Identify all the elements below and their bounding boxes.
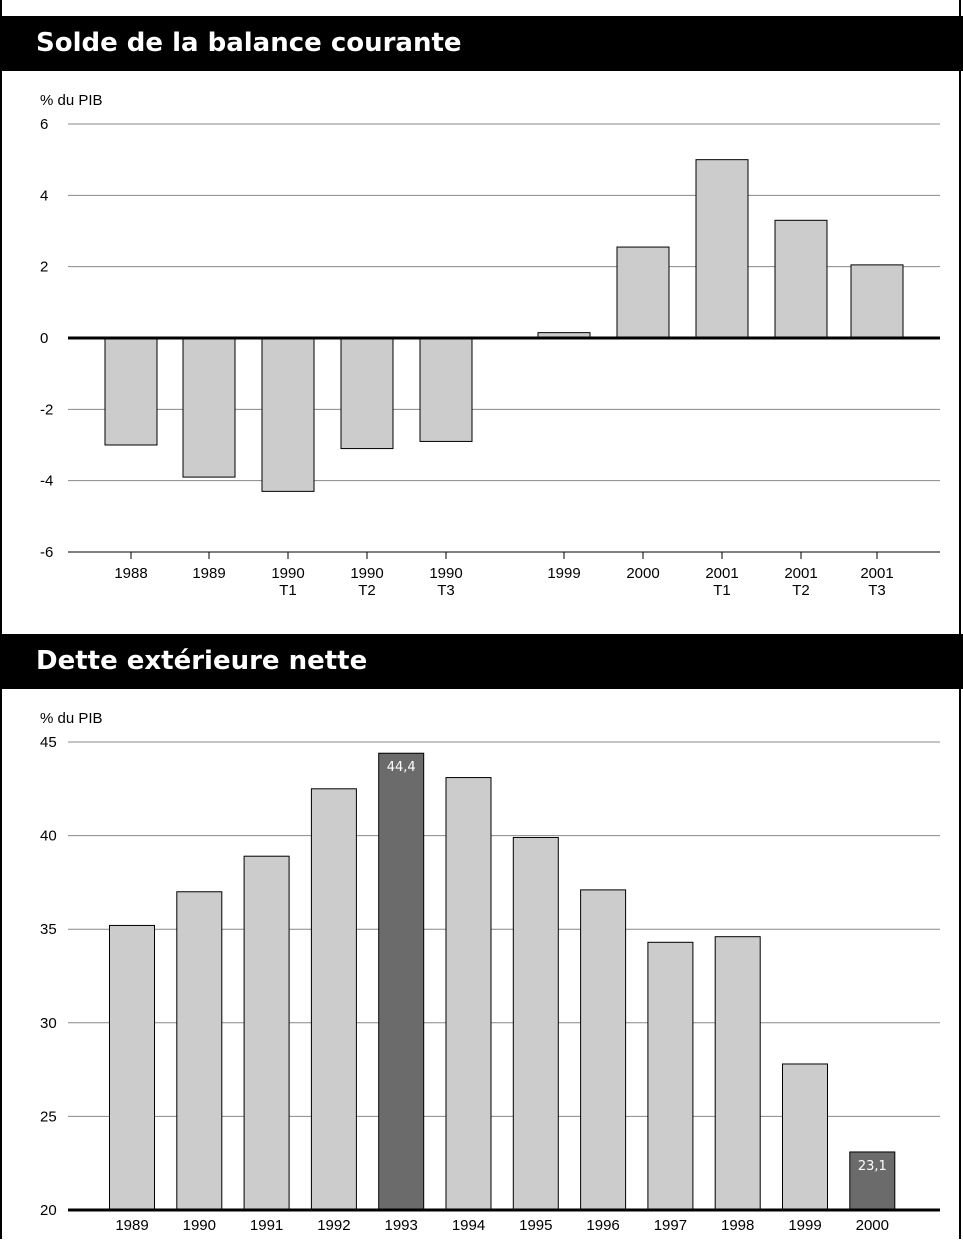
y-tick-label: 40 [40,828,57,845]
bar [647,941,694,1211]
y-tick-label: -6 [40,544,53,561]
y-axis-unit-label: % du PIB [40,710,103,727]
bar [419,337,473,442]
y-axis-unit-label: % du PIB [40,92,103,109]
bar [849,1151,896,1211]
y-tick-label: 2 [40,259,48,276]
y-tick-label: 25 [40,1108,57,1125]
chart-title-current-account: Solde de la balance courante [0,16,963,71]
y-tick-label: 35 [40,921,57,938]
x-tick-label: T2 [792,582,810,599]
x-tick-label: 1990 [183,1217,216,1234]
x-tick-label: T1 [279,582,297,599]
x-tick-label: 1990 [271,565,304,582]
x-tick-label: 1999 [547,565,580,582]
data-label: 23,1 [858,1159,887,1174]
x-tick-label: 1997 [654,1217,687,1234]
x-tick-label: T1 [713,582,731,599]
x-tick-label: T3 [868,582,886,599]
x-tick-label: 1993 [385,1217,418,1234]
chart-net-external-debt: % du PIB 45 40 35 30 25 20 44,4 23,1 1989 1990 1991… [40,710,940,1234]
bar [310,788,357,1211]
y-tick-label: 20 [40,1202,57,1219]
x-tick-label: 1991 [250,1217,283,1234]
bar [695,159,749,339]
x-tick-label: 1989 [115,1217,148,1234]
y-tick-label: 45 [40,734,57,751]
x-tick-label: 1998 [721,1217,754,1234]
bar [512,836,559,1211]
x-tick-label: 2001 [784,565,817,582]
data-label: 44,4 [387,760,416,775]
chart-title-net-external-debt: Dette extérieure nette [0,634,963,689]
x-tick-label: 1994 [452,1217,485,1234]
x-tick-label: 1996 [586,1217,619,1234]
bar [714,936,761,1211]
bar [378,752,425,1211]
x-tick-label: 1995 [519,1217,552,1234]
y-tick-label: 30 [40,1015,57,1032]
x-tick-label: 1989 [192,565,225,582]
bar [261,337,315,492]
bar [109,924,155,1211]
bar [243,855,290,1211]
x-tick-label: 2001 [705,565,738,582]
y-tick-label: 0 [40,330,48,347]
bar [104,337,158,446]
bar [616,246,670,339]
bar [850,264,904,339]
x-tick-label: 1999 [788,1217,821,1234]
y-tick-label: 4 [40,187,48,204]
x-tick-label: 2000 [856,1217,889,1234]
x-tick-label: 2000 [626,565,659,582]
x-tick-label: 1990 [429,565,462,582]
bar [182,337,236,478]
bar [340,337,394,450]
bar [176,891,223,1211]
y-tick-label: 6 [40,116,48,133]
x-tick-label: T2 [358,582,376,599]
bar [580,889,627,1211]
x-tick-label: 2001 [860,565,893,582]
x-tick-label: 1988 [114,565,147,582]
bar [445,777,492,1211]
x-tick-label: 1990 [350,565,383,582]
x-tick-label: T3 [437,582,455,599]
y-tick-label: -2 [40,401,53,418]
bar [782,1063,828,1211]
bar [774,219,828,339]
x-tick-label: 1992 [317,1217,350,1234]
y-tick-label: -4 [40,473,53,490]
